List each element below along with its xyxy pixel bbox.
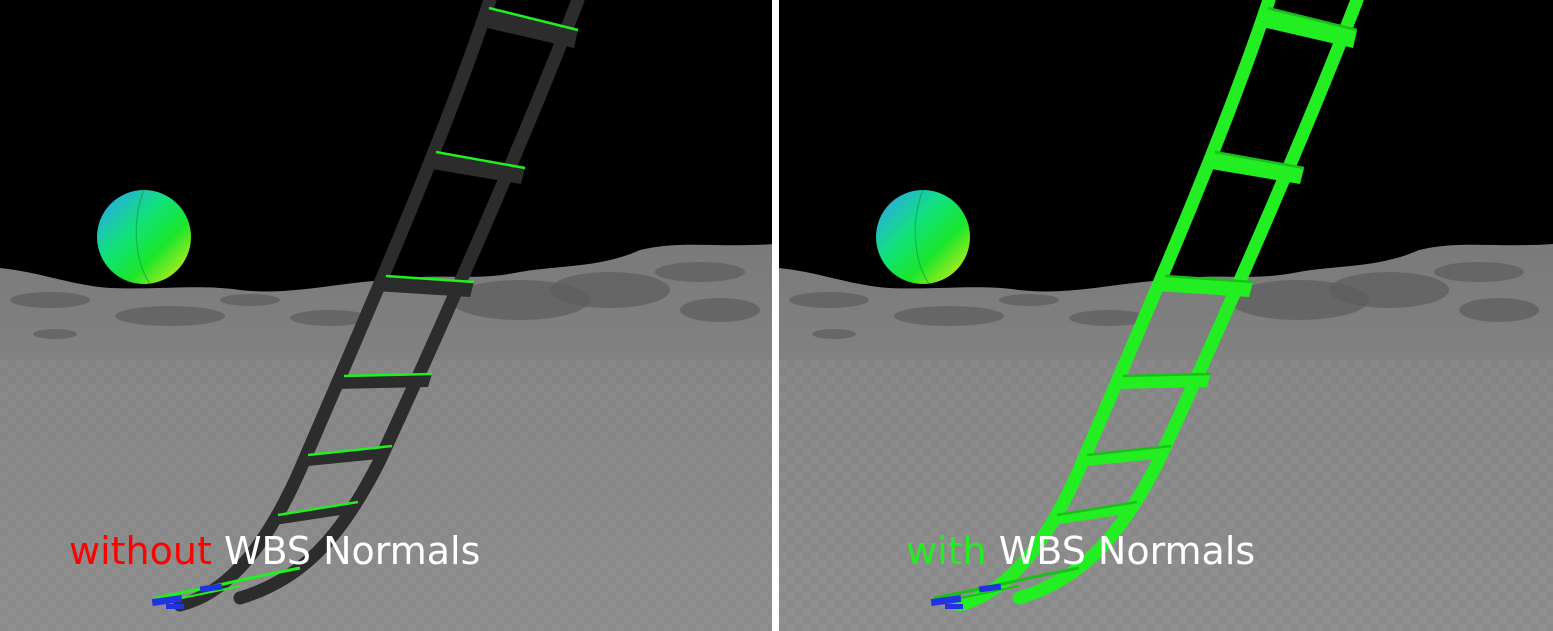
ladder-rung	[334, 374, 432, 389]
terrain-shadow	[1434, 262, 1524, 282]
ladder-foot-blue	[199, 583, 223, 593]
terrain-shadow	[290, 310, 370, 326]
ladder-rail-left	[173, 0, 497, 612]
right-caption-rest: WBS Normals	[998, 529, 1256, 573]
panel-divider	[772, 0, 779, 631]
rung-edge-highlight	[488, 6, 579, 32]
colored-sphere	[876, 190, 970, 284]
left-scene-render	[0, 0, 772, 631]
left-caption-keyword: without	[69, 529, 212, 573]
left-render-panel: without WBS Normals	[0, 0, 772, 631]
ladder-rail-right	[233, 0, 585, 605]
terrain-shadow	[33, 329, 77, 339]
ladder-rung	[426, 152, 525, 184]
ladder-rung	[1077, 446, 1171, 467]
terrain-shadow	[894, 306, 1004, 326]
ladder-rung	[1258, 8, 1357, 48]
ladder-rung	[268, 502, 358, 526]
terrain-shadow	[115, 306, 225, 326]
terrain-shadow	[655, 262, 745, 282]
ladder-foot-blue	[166, 604, 184, 609]
ladder-rung	[1205, 152, 1304, 184]
terrain-shadow	[812, 329, 856, 339]
rung-edge-highlight	[435, 150, 526, 170]
rung-edge-highlight	[1267, 6, 1358, 32]
ground-grid	[0, 360, 772, 631]
left-caption: without WBS Normals	[69, 528, 480, 574]
ladder-foot-blue	[945, 604, 963, 609]
sphere-shading	[135, 189, 151, 285]
rung-edge-highlight	[1214, 150, 1305, 170]
rung-edge-highlight	[277, 500, 359, 517]
sphere-shading	[914, 189, 930, 285]
ladder-rail-left	[952, 0, 1276, 612]
ladder-foot-blue	[930, 594, 962, 607]
ladder-rung	[1047, 502, 1137, 526]
ladder-rung	[1113, 374, 1211, 389]
colored-sphere	[97, 190, 191, 284]
terrain-shadow	[10, 292, 90, 308]
right-caption-keyword: with	[906, 529, 987, 573]
right-render-panel: with WBS Normals	[779, 0, 1553, 631]
ladder-rung	[298, 446, 392, 467]
terrain-shadow	[1329, 272, 1449, 308]
rung-edge-highlight	[1056, 500, 1138, 517]
rung-edge-highlight	[343, 372, 433, 378]
rung-edge-highlight	[1164, 274, 1254, 284]
terrain-shadow	[550, 272, 670, 308]
terrain-shadow	[680, 298, 760, 322]
rung-edge-highlight	[1086, 444, 1172, 457]
left-caption-rest: WBS Normals	[223, 529, 481, 573]
ladder-foot-edge	[933, 566, 1080, 600]
ladder-foot-edge	[154, 566, 301, 600]
terrain-shadow	[1069, 310, 1149, 326]
ground-grid	[779, 360, 1553, 631]
ladder-foot-blue	[978, 583, 1002, 593]
rung-edge-highlight	[1122, 372, 1212, 378]
ladder-rung	[479, 8, 578, 48]
ladder-foot-blue	[151, 594, 183, 607]
right-caption: with WBS Normals	[906, 528, 1255, 574]
right-scene-render	[779, 0, 1553, 631]
ladder-rail-right	[1012, 0, 1364, 605]
terrain-shadow	[789, 292, 869, 308]
terrain-shadow	[1459, 298, 1539, 322]
terrain-shadow	[220, 294, 280, 306]
rung-edge-highlight	[385, 274, 475, 284]
rung-edge-highlight	[307, 444, 393, 457]
terrain-shadow	[999, 294, 1059, 306]
